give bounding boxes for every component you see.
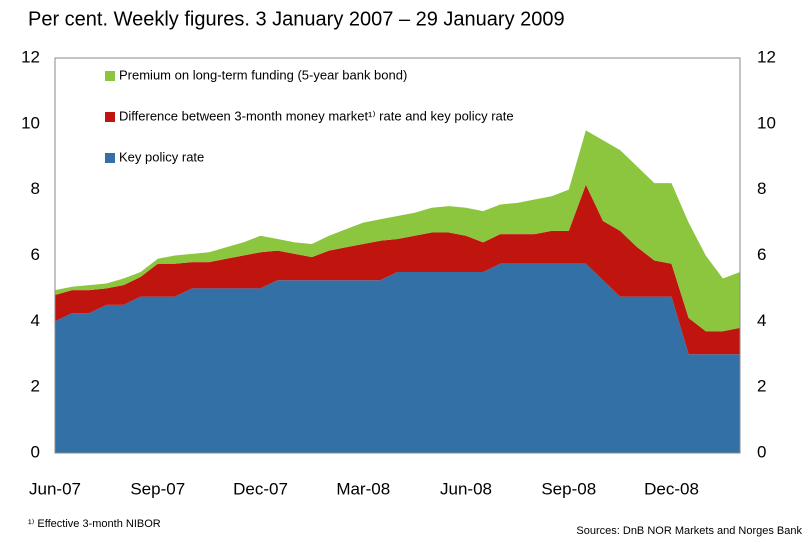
- x-tick-label: Mar-08: [336, 479, 390, 498]
- legend-swatch: [105, 71, 115, 81]
- y2-tick-label: 10: [757, 113, 776, 132]
- source: Sources: DnB NOR Markets and Norges Bank: [576, 525, 802, 537]
- legend-label: Difference between 3-month money market¹…: [119, 108, 514, 123]
- y2-tick-label: 0: [757, 442, 766, 461]
- x-tick-label: Jun-07: [29, 479, 81, 498]
- y2-tick-label: 2: [757, 377, 766, 396]
- y2-tick-label: 12: [757, 47, 776, 66]
- y2-tick-label: 8: [757, 179, 766, 198]
- y-tick-label: 0: [31, 442, 40, 461]
- y-tick-label: 4: [31, 311, 40, 330]
- y-tick-label: 10: [21, 113, 40, 132]
- y-tick-label: 12: [21, 47, 40, 66]
- x-tick-label: Sep-08: [541, 479, 596, 498]
- area: [55, 263, 740, 453]
- area: [55, 130, 740, 332]
- x-tick-label: Dec-08: [644, 479, 699, 498]
- footnote: ¹⁾ Effective 3-month NIBOR: [28, 518, 161, 530]
- y-tick-label: 8: [31, 179, 40, 198]
- chart-title: Per cent. Weekly figures. 3 January 2007…: [28, 8, 565, 30]
- plot-frame: [54, 57, 741, 454]
- area: [55, 184, 740, 355]
- y-tick-label: 6: [31, 245, 40, 264]
- x-tick-label: Sep-07: [130, 479, 185, 498]
- legend-label: Key policy rate: [119, 149, 204, 164]
- x-tick-label: Jun-08: [440, 479, 492, 498]
- y2-tick-label: 6: [757, 245, 766, 264]
- y2-tick-label: 4: [757, 311, 766, 330]
- legend-swatch: [105, 112, 115, 122]
- y-tick-label: 2: [31, 377, 40, 396]
- legend-swatch: [105, 153, 115, 163]
- legend-label: Premium on long-term funding (5-year ban…: [119, 67, 407, 82]
- x-tick-label: Dec-07: [233, 479, 288, 498]
